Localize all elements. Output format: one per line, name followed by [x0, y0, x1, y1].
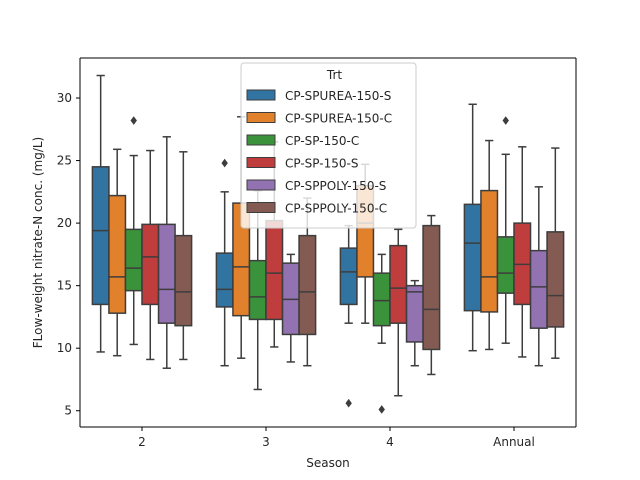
box-body [405, 284, 424, 343]
box-body [496, 236, 515, 294]
legend-swatch [246, 179, 276, 191]
outlier-point [345, 398, 352, 408]
box-5-1 [157, 136, 176, 369]
box-3-1 [124, 116, 143, 346]
y-tick-label: 30 [57, 91, 72, 105]
axes-layer: 5 10 15 20 25 30 2 3 4 Annual [57, 57, 577, 449]
box-body [108, 194, 127, 314]
legend-entry-label: CP-SP-150-S [285, 157, 358, 171]
box-1-3 [339, 224, 358, 408]
box-body [141, 223, 160, 306]
box-body [529, 249, 548, 329]
box-6-1 [174, 151, 193, 361]
box-body [339, 247, 358, 306]
box-body [389, 244, 408, 324]
y-tick-label: 5 [64, 404, 72, 418]
box-body [124, 228, 143, 292]
outlier-point [221, 158, 228, 168]
box-1-1 [91, 74, 110, 353]
box-body [91, 166, 110, 306]
outlier-point [130, 116, 137, 125]
legend-box [240, 62, 417, 229]
box-4-1 [141, 149, 160, 361]
x-tick-label: 2 [138, 435, 146, 449]
box-6-3 [422, 214, 441, 376]
box-body [422, 224, 441, 351]
box-body [248, 259, 267, 321]
x-tick-label: 4 [386, 435, 394, 449]
outlier-point [378, 405, 385, 414]
box-5-4 [529, 186, 548, 367]
box-body [546, 231, 565, 328]
outlier-point [502, 116, 509, 125]
x-tick-label: Annual [493, 435, 535, 449]
legend-swatch [246, 202, 276, 213]
box-3-4 [496, 116, 515, 344]
legend-entry-label: CP-SP-150-C [285, 134, 359, 148]
box-body [157, 223, 176, 324]
legend-entry-label: CP-SPPOLY-150-S [285, 179, 386, 193]
box-body [463, 203, 482, 312]
legend-entry-label: CP-SPUREA-150-C [285, 112, 392, 126]
x-axis-label: Season [306, 456, 350, 470]
box-3-2 [248, 189, 267, 391]
legend-swatch [246, 157, 276, 168]
legend-swatch [246, 112, 276, 123]
box-6-4 [546, 147, 565, 359]
legend-entry-label: CP-SPUREA-150-S [285, 89, 391, 103]
box-body [265, 219, 284, 321]
legend-swatch [246, 89, 276, 101]
y-tick-label: 15 [57, 279, 72, 293]
box-3-3 [372, 253, 391, 414]
boxes-layer [91, 74, 565, 414]
box-body [174, 234, 193, 327]
y-tick-label: 20 [57, 216, 72, 230]
y-tick-label: 10 [57, 341, 72, 355]
y-axis-label: FLow-weight nitrate-N conc. (mg/L) [31, 137, 45, 348]
box-body [372, 272, 391, 327]
legend: Trt CP-SPUREA-150-S CP-SPUREA-150-C CP-SP-1… [240, 62, 417, 229]
legend-swatch [246, 134, 276, 146]
x-tick-label: 3 [262, 435, 270, 449]
box-4-3 [389, 228, 408, 397]
legend-title: Trt [326, 68, 343, 82]
box-6-2 [298, 197, 317, 367]
legend-entry-label: CP-SPPOLY-150-C [285, 202, 387, 216]
box-body [480, 189, 499, 313]
box-body [215, 252, 234, 308]
y-tick-label: 25 [57, 154, 72, 168]
box-body [298, 234, 317, 336]
